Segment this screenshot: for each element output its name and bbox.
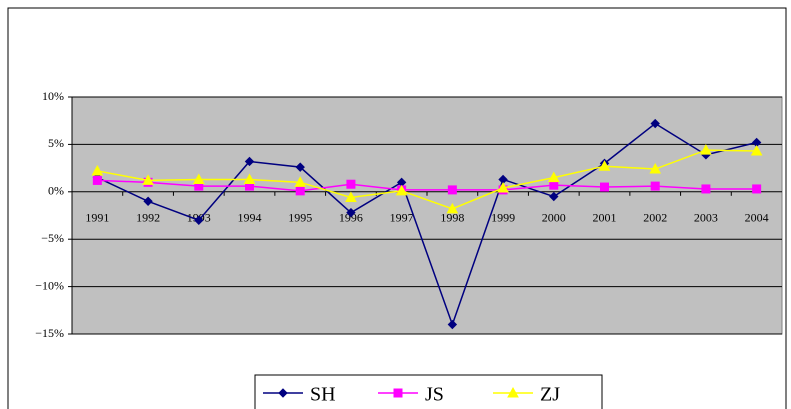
marker (649, 163, 662, 174)
y-tick-label: −15% (35, 326, 64, 340)
legend-label: ZJ (540, 384, 560, 406)
legend-label: JS (425, 384, 444, 406)
series-line (97, 149, 757, 210)
marker (752, 184, 762, 194)
marker (244, 156, 255, 167)
legend-marker (393, 388, 403, 398)
marker (345, 191, 357, 202)
marker (549, 180, 559, 190)
x-tick-label: 1996 (339, 211, 363, 225)
y-tick-label: 0% (48, 184, 64, 198)
marker (295, 186, 305, 196)
marker (598, 160, 611, 171)
y-tick-label: 5% (48, 136, 64, 150)
y-tick-label: −5% (41, 231, 64, 245)
marker (547, 171, 560, 183)
marker (346, 179, 356, 189)
x-tick-label: 1999 (491, 211, 515, 225)
x-tick-label: 2001 (593, 211, 617, 225)
y-tick-label: 10% (42, 89, 64, 103)
legend-marker (507, 386, 519, 398)
marker (447, 185, 457, 195)
series-line (97, 179, 757, 192)
x-tick-label: 2003 (694, 211, 718, 225)
series-line (97, 122, 757, 327)
marker (142, 174, 154, 185)
marker (701, 184, 711, 194)
x-tick-label: 2000 (542, 211, 566, 225)
marker (650, 118, 660, 129)
marker (650, 181, 660, 191)
marker (447, 319, 458, 330)
marker (194, 215, 204, 225)
marker (446, 202, 459, 214)
marker (497, 181, 509, 193)
marker (600, 182, 609, 192)
marker (395, 184, 408, 196)
x-tick-label: 1997 (390, 211, 414, 225)
marker (91, 164, 104, 176)
marker (750, 145, 763, 156)
plot-area (71, 96, 783, 335)
legend-marker (278, 388, 288, 398)
legend (254, 374, 603, 409)
x-tick-label: 2004 (745, 211, 769, 225)
x-tick-label: 1991 (85, 211, 109, 225)
marker (243, 173, 256, 184)
x-tick-label: 1995 (288, 211, 312, 225)
marker (346, 207, 356, 218)
marker (295, 162, 305, 172)
marker (294, 176, 307, 187)
marker (192, 173, 205, 184)
legend-label: SH (310, 384, 336, 406)
x-tick-label: 1998 (440, 211, 464, 225)
marker (143, 196, 153, 206)
marker (549, 191, 559, 202)
marker (92, 175, 102, 185)
x-tick-label: 2002 (643, 211, 667, 225)
marker (700, 144, 712, 155)
x-tick-label: 1994 (238, 211, 262, 225)
y-tick-label: −10% (35, 278, 64, 292)
x-tick-label: 1992 (136, 211, 160, 225)
